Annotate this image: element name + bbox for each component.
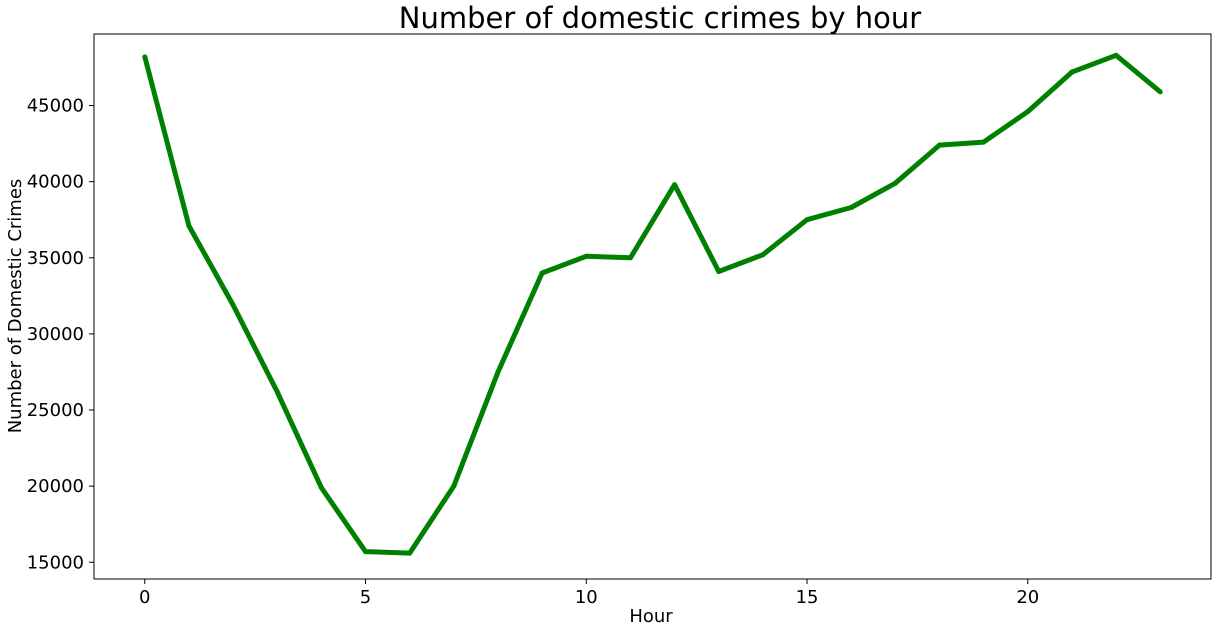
y-tick-label: 20000 <box>27 476 84 497</box>
data-point <box>363 549 369 555</box>
data-point <box>495 369 501 375</box>
plot-frame <box>93 33 1212 580</box>
data-point <box>1069 69 1075 75</box>
data-point <box>1157 89 1163 95</box>
x-axis-label: Hour <box>629 606 673 627</box>
x-axis: 0 5 10 15 20 <box>139 579 1039 608</box>
x-tick-label: 0 <box>139 587 150 608</box>
y-tick-label: 40000 <box>27 172 84 193</box>
x-tick-label: 20 <box>1016 587 1039 608</box>
y-tick-label: 15000 <box>27 552 84 573</box>
data-point <box>1025 109 1031 115</box>
x-tick-label: 5 <box>360 587 371 608</box>
data-point <box>804 217 810 223</box>
data-point <box>981 139 987 145</box>
x-tick-label: 10 <box>575 587 598 608</box>
data-point <box>451 483 457 489</box>
data-point <box>318 485 324 491</box>
data-point <box>716 268 722 274</box>
data-point <box>407 550 413 556</box>
data-point <box>583 253 589 259</box>
data-point <box>230 302 236 308</box>
data-point <box>892 180 898 186</box>
data-point <box>274 389 280 395</box>
x-tick-label: 15 <box>796 587 819 608</box>
data-point <box>672 182 678 188</box>
data-point <box>627 255 633 261</box>
y-tick-label: 25000 <box>27 400 84 421</box>
y-tick-label: 30000 <box>27 324 84 345</box>
data-point <box>1113 52 1119 58</box>
data-point <box>142 54 148 60</box>
y-axis: 15000 20000 25000 30000 35000 40000 45000 <box>27 96 94 573</box>
data-point <box>848 205 854 211</box>
data-point <box>539 270 545 276</box>
data-point <box>936 142 942 148</box>
chart-title: Number of domestic crimes by hour <box>399 1 921 35</box>
y-axis-label: Number of Domestic Crimes <box>5 179 26 434</box>
data-point <box>760 252 766 258</box>
data-point <box>186 223 192 229</box>
y-tick-label: 35000 <box>27 248 84 269</box>
series-line <box>142 52 1162 556</box>
y-tick-label: 45000 <box>27 96 84 117</box>
